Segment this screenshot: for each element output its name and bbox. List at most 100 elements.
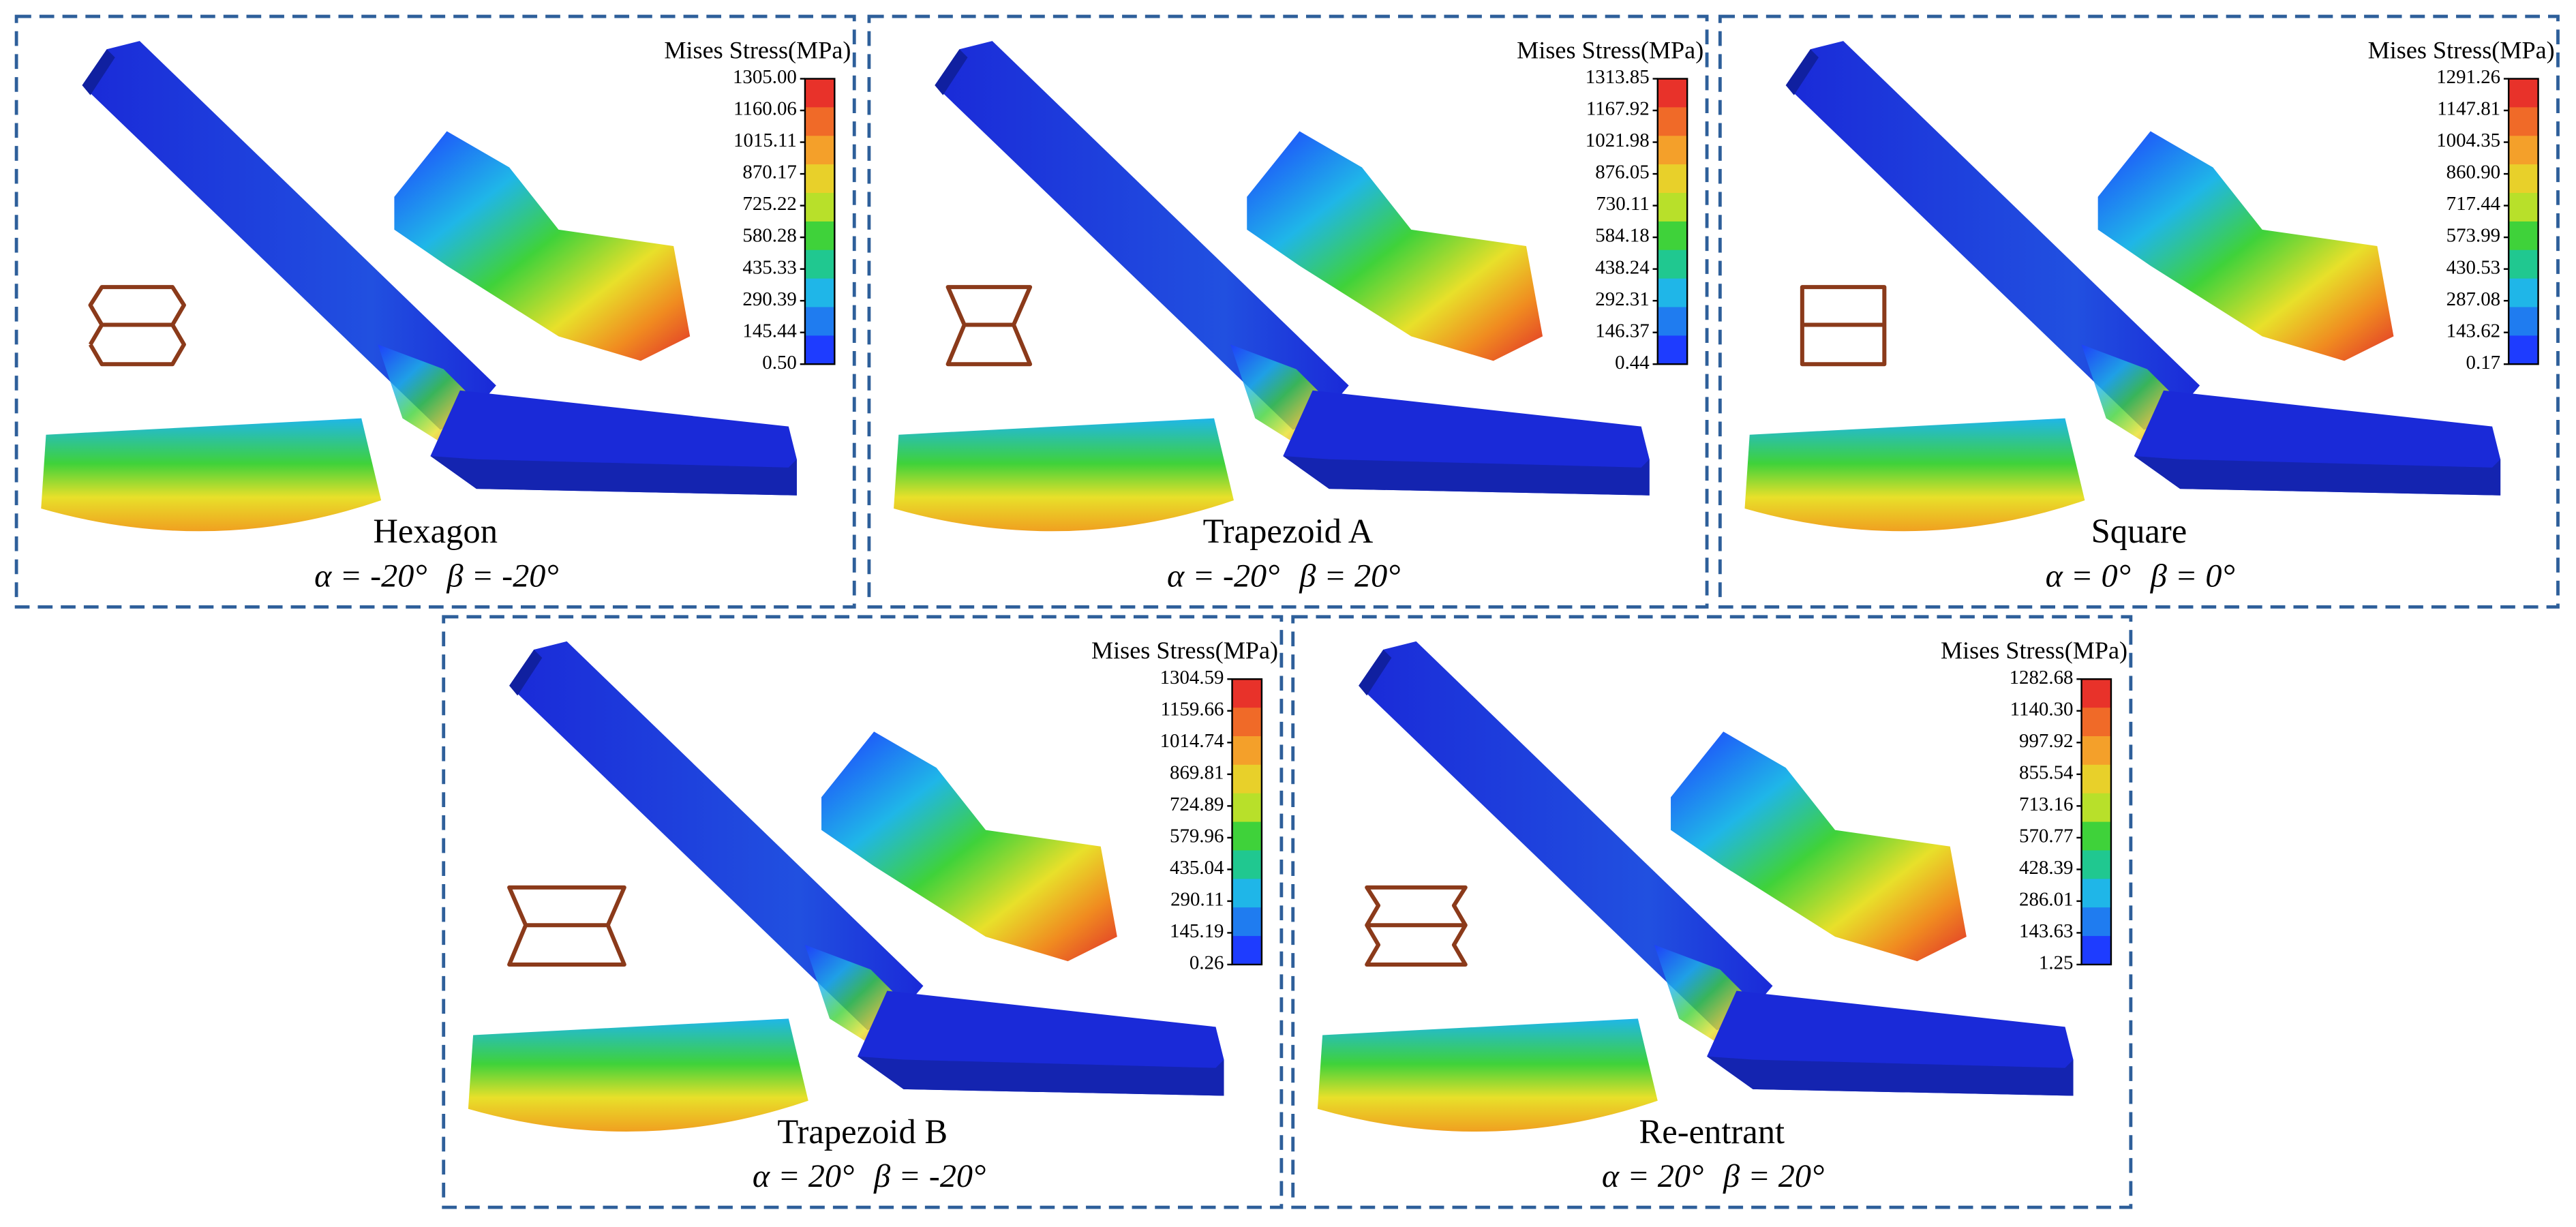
- colorbar-band: [2081, 793, 2111, 823]
- colorbar-tick-label: 146.37: [1595, 320, 1649, 342]
- colorbar-tick-label: 1.25: [2039, 952, 2074, 974]
- colorbar-tick-label: 1159.66: [1161, 698, 1224, 720]
- legend-title: Mises Stress(MPa): [1091, 637, 1278, 664]
- colorbar-band: [1657, 335, 1688, 365]
- cross-section-icon: [1800, 285, 1887, 367]
- panel: Mises Stress(MPa) 1291.26 1147.81 1004.35 86…: [1718, 14, 2560, 609]
- colorbar-tick-label: 579.96: [1170, 825, 1224, 847]
- alpha-label: α = 20°: [1602, 1158, 1703, 1194]
- colorbar-band: [1232, 879, 1262, 908]
- colorbar-tick-label: 435.33: [742, 256, 796, 278]
- colorbar-band: [2509, 107, 2539, 136]
- cross-section-icon: [507, 885, 626, 967]
- colorbar-band: [2081, 821, 2111, 851]
- panel-title: Hexagon: [373, 512, 498, 550]
- colorbar-band: [1232, 679, 1262, 708]
- colorbar-tick-label: 145.19: [1170, 920, 1224, 942]
- beam-horizontal-side: [858, 1056, 1224, 1096]
- colorbar-tick-label: 0.44: [1615, 352, 1650, 374]
- colorbar-tick-label: 1305.00: [733, 66, 797, 88]
- colorbar-tick-label: 145.44: [742, 320, 796, 342]
- colorbar-band: [1232, 907, 1262, 937]
- panel: Mises Stress(MPa) 1305.00 1160.06 1015.11 87…: [14, 14, 856, 609]
- legend-title: Mises Stress(MPa): [1517, 36, 1703, 63]
- colorbar-band: [1657, 136, 1688, 165]
- panel-title: Re-entrant: [1639, 1112, 1785, 1151]
- cutaway-fragment: [394, 131, 691, 361]
- colorbar-tick-label: 730.11: [1596, 193, 1649, 215]
- panel-border: [14, 14, 856, 609]
- colorbar-tick-label: 438.24: [1595, 256, 1649, 278]
- beta-label: β = 20°: [1299, 558, 1400, 594]
- cutaway-fragment: [1671, 731, 1967, 962]
- cross-section-icon: [1365, 885, 1468, 967]
- colorbar-tick-label: 1167.92: [1586, 98, 1650, 120]
- colorbar-band: [1232, 793, 1262, 823]
- colorbar-band: [804, 136, 835, 165]
- colorbar-tick-label: 713.16: [2019, 793, 2073, 815]
- colorbar-tick-label: 1140.30: [2010, 698, 2074, 720]
- beam-horizontal-side: [2134, 455, 2501, 496]
- colorbar-tick-label: 292.31: [1595, 288, 1649, 310]
- colorbar-band: [804, 221, 835, 251]
- colorbar-band: [2081, 850, 2111, 880]
- panel-border: [1718, 14, 2560, 609]
- colorbar-band: [1232, 821, 1262, 851]
- colorbar-tick-label: 1282.68: [2010, 667, 2074, 688]
- colorbar-tick-label: 717.44: [2446, 193, 2500, 215]
- colorbar-band: [1657, 278, 1688, 308]
- alpha-label: α = 20°: [753, 1158, 854, 1194]
- colorbar-band: [2081, 679, 2111, 708]
- cross-section: [894, 418, 1234, 532]
- colorbar-band: [804, 335, 835, 365]
- colorbar-tick-label: 860.90: [2446, 162, 2500, 183]
- cross-section-icon: [88, 285, 186, 367]
- colorbar-band: [1657, 192, 1688, 222]
- beam-diagonal: [82, 41, 496, 430]
- colorbar-tick-label: 290.39: [742, 288, 796, 310]
- beam-diagonal: [1785, 41, 2200, 430]
- colorbar-tick-label: 0.50: [762, 352, 797, 374]
- colorbar-band: [2509, 164, 2539, 194]
- colorbar-band: [1232, 764, 1262, 794]
- colorbar-tick-label: 997.92: [2019, 730, 2073, 752]
- colorbar-tick-label: 1004.35: [2436, 130, 2500, 151]
- colorbar-tick-label: 1015.11: [733, 130, 797, 151]
- colorbar-band: [2509, 278, 2539, 308]
- colorbar-band: [2081, 879, 2111, 908]
- cutaway-fragment: [821, 731, 1117, 962]
- colorbar-band: [2509, 78, 2539, 108]
- colorbar-tick-label: 143.63: [2019, 920, 2073, 942]
- colorbar-band: [1232, 736, 1262, 766]
- beam-diagonal-side: [1785, 49, 1819, 95]
- colorbar-frame: [1231, 678, 1263, 966]
- colorbar-tick-label: 1313.85: [1586, 66, 1650, 88]
- legend-title: Mises Stress(MPa): [2368, 36, 2555, 63]
- colorbar-tick-label: 869.81: [1170, 761, 1224, 783]
- colorbar-band: [1657, 221, 1688, 251]
- colorbar-tick-label: 1304.59: [1160, 667, 1224, 688]
- colorbar-frame: [2080, 678, 2112, 966]
- colorbar-frame: [1656, 78, 1688, 365]
- beam-diagonal-side: [509, 649, 543, 696]
- cross-section: [468, 1018, 808, 1132]
- colorbar-band: [804, 278, 835, 308]
- colorbar-tick-label: 435.04: [1170, 857, 1224, 879]
- colorbar-band: [804, 192, 835, 222]
- beam-horizontal-side: [1707, 1056, 2074, 1096]
- panel-border: [442, 615, 1284, 1209]
- colorbar-tick-label: 428.39: [2019, 857, 2073, 879]
- legend-title: Mises Stress(MPa): [1941, 637, 2127, 664]
- colorbar-tick-label: 0.26: [1189, 952, 1224, 974]
- panel-title: Trapezoid A: [1203, 512, 1374, 550]
- colorbar-frame: [804, 78, 836, 365]
- colorbar-band: [2081, 736, 2111, 766]
- colorbar-tick-label: 143.62: [2446, 320, 2500, 342]
- beta-label: β = 0°: [2150, 558, 2235, 594]
- beam-diagonal-side: [82, 49, 115, 95]
- colorbar-band: [2509, 192, 2539, 222]
- colorbar-tick-label: 855.54: [2019, 761, 2073, 783]
- beta-label: β = 20°: [1723, 1158, 1824, 1194]
- beam-diagonal-side: [935, 49, 968, 95]
